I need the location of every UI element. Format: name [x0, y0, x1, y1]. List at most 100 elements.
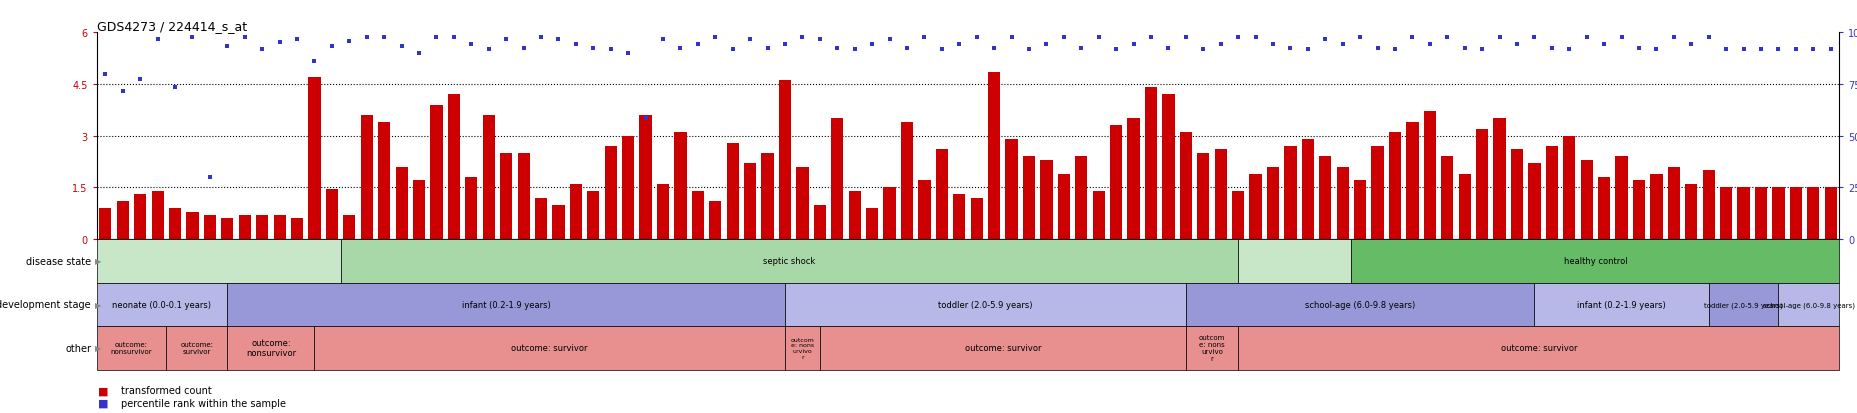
Point	[927, 47, 956, 54]
Bar	[1179, 133, 1192, 240]
Point	[1101, 47, 1131, 54]
Text: school-age (6.0-9.8 years): school-age (6.0-9.8 years)	[1304, 300, 1415, 309]
Point	[596, 47, 626, 54]
Text: ▶: ▶	[95, 257, 100, 266]
Point	[370, 35, 399, 42]
Bar	[849, 191, 860, 240]
Point	[1467, 47, 1497, 54]
Bar	[1318, 157, 1331, 240]
Point	[264, 40, 293, 47]
Bar	[1649, 174, 1662, 240]
Text: development stage: development stage	[0, 299, 91, 310]
Point	[1135, 35, 1164, 42]
Point	[212, 43, 241, 50]
Bar	[726, 143, 739, 240]
Point	[457, 42, 487, 48]
Bar	[292, 219, 303, 240]
Text: outcom
e: nons
urvivo
r: outcom e: nons urvivo r	[1198, 335, 1224, 361]
Point	[247, 47, 277, 54]
Point	[578, 45, 607, 52]
Bar	[778, 81, 791, 240]
Point	[1675, 42, 1705, 48]
Bar	[865, 209, 878, 240]
Text: toddler (2.0-5.9 years): toddler (2.0-5.9 years)	[938, 300, 1032, 309]
Bar	[936, 150, 947, 240]
Bar	[1528, 164, 1539, 240]
Text: outcome: survivor: outcome: survivor	[964, 344, 1040, 352]
Point	[1623, 45, 1653, 52]
Bar	[448, 95, 461, 240]
Text: outcome:
nonsurvivor: outcome: nonsurvivor	[245, 338, 295, 358]
Point	[839, 47, 869, 54]
Point	[752, 45, 782, 52]
Bar	[431, 105, 442, 240]
Point	[1380, 47, 1409, 54]
Point	[334, 38, 364, 45]
Point	[351, 35, 381, 42]
Bar	[1075, 157, 1086, 240]
Bar	[1597, 178, 1610, 240]
Bar	[152, 191, 163, 240]
Bar	[464, 178, 477, 240]
Point	[1536, 45, 1565, 52]
Text: percentile rank within the sample: percentile rank within the sample	[121, 398, 286, 408]
Point	[717, 47, 747, 54]
Bar	[238, 216, 251, 240]
Bar	[117, 202, 128, 240]
Bar	[709, 202, 721, 240]
Point	[943, 42, 973, 48]
Bar	[1720, 188, 1731, 240]
Point	[910, 35, 940, 42]
Point	[282, 37, 312, 43]
Text: outcome:
nonsurvivor: outcome: nonsurvivor	[111, 342, 152, 354]
Point	[613, 50, 643, 57]
Bar	[1684, 185, 1697, 240]
Point	[561, 42, 591, 48]
Bar	[691, 191, 704, 240]
Bar	[969, 198, 982, 240]
Point	[422, 35, 451, 42]
Bar	[535, 198, 546, 240]
Bar	[657, 185, 669, 240]
Bar	[396, 167, 407, 240]
Point	[1746, 47, 1775, 54]
Point	[195, 174, 225, 181]
Point	[1361, 45, 1391, 52]
Point	[1432, 35, 1461, 42]
Bar	[1441, 157, 1452, 240]
Point	[230, 35, 260, 42]
Bar	[1493, 119, 1504, 240]
Bar	[604, 147, 617, 240]
Point	[1292, 47, 1322, 54]
Point	[1762, 47, 1792, 54]
Point	[526, 35, 555, 42]
Point	[648, 37, 678, 43]
Point	[1484, 35, 1513, 42]
Text: ▶: ▶	[95, 344, 100, 352]
Bar	[901, 123, 912, 240]
Bar	[1389, 133, 1400, 240]
Point	[875, 37, 904, 43]
Point	[771, 42, 800, 48]
Text: outcome: survivor: outcome: survivor	[511, 344, 587, 352]
Bar	[622, 136, 633, 240]
Point	[856, 42, 886, 48]
Bar	[639, 116, 652, 240]
Bar	[552, 205, 565, 240]
Bar	[1266, 167, 1278, 240]
Bar	[1302, 140, 1313, 240]
Point	[160, 85, 189, 91]
Point	[124, 76, 154, 83]
Point	[1658, 35, 1688, 42]
Point	[1727, 47, 1757, 54]
Bar	[1510, 150, 1523, 240]
Point	[683, 42, 713, 48]
Point	[1694, 35, 1723, 42]
Point	[178, 35, 208, 42]
Bar	[1545, 147, 1558, 240]
Bar	[1632, 181, 1643, 240]
Bar	[1214, 150, 1226, 240]
Point	[823, 45, 852, 52]
Point	[891, 45, 921, 52]
Bar	[344, 216, 355, 240]
